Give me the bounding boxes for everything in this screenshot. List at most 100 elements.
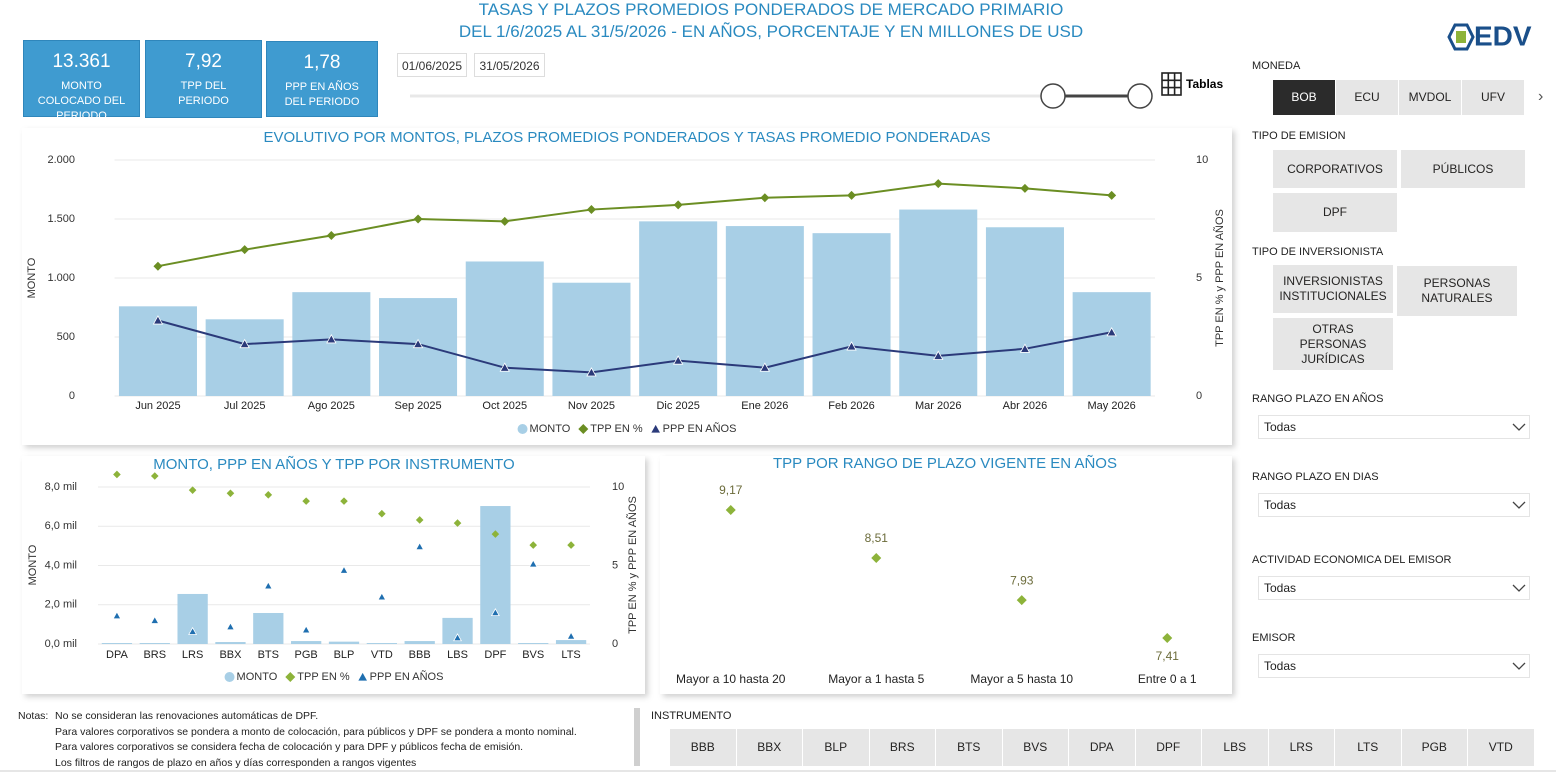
marker [112, 611, 122, 620]
y2-tick-label: 10 [1196, 154, 1208, 166]
tables-button[interactable]: Tablas [1186, 77, 1224, 91]
y-tick-label: 0,0 mil [45, 638, 77, 650]
logo-icon [1456, 31, 1466, 43]
filter-button[interactable]: ECU [1336, 80, 1398, 115]
data-label: 8,51 [865, 531, 889, 545]
marker [225, 622, 235, 631]
marker [150, 615, 160, 624]
data-label: 7,93 [1010, 573, 1034, 587]
filter-button[interactable]: INVERSIONISTAS INSTITUCIONALES [1273, 265, 1393, 313]
marker [1016, 595, 1027, 606]
marker [672, 355, 684, 365]
kpi-card: 1,78 PPP EN AÑOS DEL PERIODO [266, 41, 378, 117]
kpi-card: 7,92 TPP DEL PERIODO [145, 40, 262, 118]
x-tick-label: BRS [143, 649, 166, 661]
marker [1106, 326, 1117, 337]
legend-label: MONTO [237, 671, 278, 683]
dropdown-arrow [1512, 423, 1526, 431]
instrument-button[interactable]: DPA [1069, 729, 1135, 766]
marker [566, 631, 576, 640]
marker [528, 559, 538, 568]
filter-label: RANGO PLAZO EN AÑOS [1252, 393, 1384, 405]
x-tick-label: BTS [258, 649, 279, 661]
filter-button[interactable]: PERSONAS NATURALES [1397, 266, 1517, 316]
x-tick-label: Nov 2025 [568, 400, 615, 412]
note-line: Los filtros de rangos de plazo en años y… [55, 756, 417, 769]
marker [1162, 633, 1173, 643]
date-start[interactable]: 01/06/2025 [397, 53, 467, 77]
marker [491, 530, 500, 538]
instrument-button[interactable]: PGB [1401, 729, 1467, 766]
x-tick-label: VTD [371, 649, 393, 661]
dropdown[interactable]: Todas [1258, 493, 1530, 517]
instrument-button[interactable]: VTD [1468, 729, 1534, 766]
y-tick-label: 2,0 mil [45, 599, 77, 611]
kpi-label: MONTO COLOCADO DEL PERIODO [37, 80, 126, 122]
x-tick-label: LTS [561, 649, 580, 661]
instrument-button[interactable]: BBX [736, 729, 802, 766]
slider-handle[interactable] [1040, 83, 1066, 109]
marker [240, 245, 250, 255]
note-line: Para valores corporativos se considera f… [55, 741, 524, 753]
dropdown[interactable]: Todas [1258, 654, 1530, 678]
marker [567, 541, 575, 549]
y2-tick-label: 0 [1196, 390, 1202, 402]
marker [578, 424, 589, 434]
bar [215, 642, 246, 644]
chevron[interactable]: › [1538, 88, 1543, 105]
marker [326, 334, 337, 344]
marker [152, 315, 164, 325]
title: TASAS Y PLAZOS PROMEDIOS PONDERADOS DE M… [478, 0, 1064, 19]
note-line: Para valores corporativos se pondera a m… [55, 725, 577, 738]
instrument-button[interactable]: LBS [1202, 729, 1268, 766]
marker [339, 565, 349, 574]
dropdown[interactable]: Todas [1258, 576, 1530, 600]
marker [500, 216, 510, 226]
data-label: 7,41 [1156, 649, 1180, 663]
filter-button[interactable]: PÚBLICOS [1401, 150, 1525, 188]
x-tick-label: Sep 2025 [394, 400, 441, 412]
bar [899, 209, 978, 396]
x-tick-label: BBB [409, 649, 431, 661]
marker [113, 470, 121, 479]
dropdown[interactable]: Todas [1258, 415, 1530, 439]
x-tick-label: BLP [334, 649, 355, 661]
instrument-button[interactable]: LRS [1268, 729, 1334, 766]
bar [101, 643, 133, 644]
kpi-value: 13.361 [52, 51, 111, 72]
x-tick-label: BBX [219, 649, 242, 661]
instrument-button[interactable]: DPF [1135, 729, 1201, 766]
filter-button[interactable]: UFV [1462, 80, 1524, 115]
marker [340, 497, 348, 505]
note-line: No se consideran las renovaciones automá… [55, 710, 319, 722]
instrument-button[interactable]: BTS [936, 729, 1002, 766]
instrument-button[interactable]: LTS [1335, 729, 1401, 766]
instrument-button[interactable]: BBB [670, 729, 736, 766]
instrument-button[interactable]: BVS [1002, 729, 1068, 766]
marker [226, 489, 235, 498]
bar [1072, 292, 1151, 396]
marker [933, 179, 943, 189]
marker [586, 367, 597, 377]
filter-button[interactable]: OTRAS PERSONAS JURÍDICAS [1273, 318, 1393, 370]
y-tick-label: 1.500 [47, 213, 75, 225]
filter-button[interactable]: MVDOL [1399, 80, 1461, 115]
instrument-button[interactable]: BRS [869, 729, 935, 766]
filter-button[interactable]: BOB [1273, 80, 1335, 115]
y-tick-label: 4,0 mil [45, 559, 77, 571]
slider-handle[interactable] [1127, 83, 1153, 109]
table-icon[interactable] [1161, 72, 1182, 96]
date-end[interactable]: 31/05/2026 [474, 53, 545, 77]
bar [205, 319, 284, 396]
x-tick-label: Mayor a 5 hasta 10 [970, 672, 1073, 686]
x-tick-label: Ene 2026 [741, 400, 788, 412]
filter-button[interactable]: DPF [1273, 193, 1397, 232]
kpi-value: 1,78 [303, 52, 341, 73]
instrument-button[interactable]: BLP [803, 729, 869, 766]
marker [153, 261, 163, 271]
scrollbar[interactable] [634, 708, 640, 766]
line [157, 319, 1112, 374]
filter-button[interactable]: CORPORATIVOS [1273, 150, 1397, 188]
bar [291, 641, 322, 644]
